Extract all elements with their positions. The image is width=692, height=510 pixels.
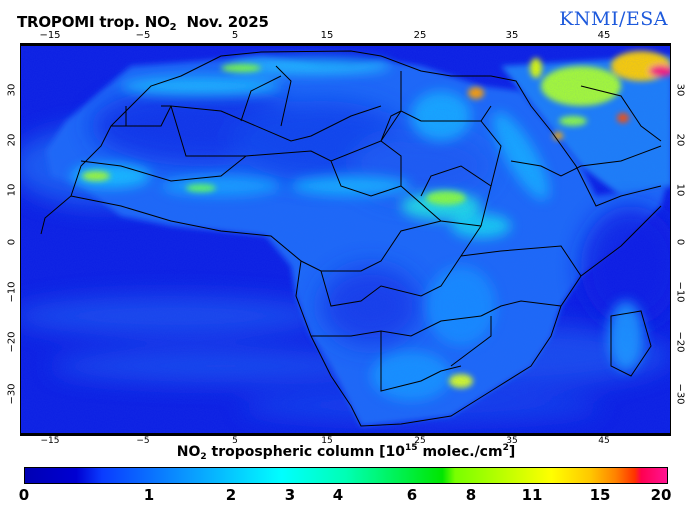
lat-tick-label: 20: [6, 133, 18, 147]
lon-tick-label: 5: [231, 30, 239, 41]
lat-tick-label: 30: [674, 83, 686, 97]
cb-label-sup: 2: [502, 443, 509, 453]
cb-label-part: ]: [508, 444, 516, 460]
colorbar-tick-label: 20: [650, 486, 672, 504]
title-text: TROPOMI trop. NO: [17, 13, 170, 31]
lat-tick-label: 0: [6, 238, 18, 246]
lon-tick-label: −15: [39, 30, 61, 41]
lon-tick-label: −5: [136, 436, 150, 446]
lon-tick-label: 25: [413, 30, 427, 41]
colorbar-tick-label: 11: [521, 486, 543, 504]
colorbar-tick-label: 6: [406, 486, 418, 504]
lat-tick-label: 30: [6, 83, 18, 97]
lon-tick-label: 45: [598, 436, 610, 446]
frame-top-tickbar: [20, 43, 671, 45]
colorbar-tick-label: 2: [225, 486, 237, 504]
title-subscript: 2: [169, 22, 177, 33]
lat-tick-label: −10: [674, 281, 686, 303]
frame-bottom-tickbar: [20, 434, 671, 436]
lat-tick-label: −20: [674, 331, 686, 353]
colorbar-tick-label: 0: [18, 486, 30, 504]
lon-tick-label: 35: [506, 436, 518, 446]
colorbar-label: NO2 tropospheric column [1015 molec./cm2…: [0, 443, 692, 462]
lat-tick-label: 20: [674, 133, 686, 147]
cb-label-part: NO: [176, 444, 201, 460]
chart-title: TROPOMI trop. NO2 Nov. 2025: [17, 13, 269, 33]
lon-tick-label: 35: [505, 30, 519, 41]
lat-tick-label: −30: [6, 383, 18, 405]
lon-tick-label: 15: [321, 436, 333, 446]
no2-map: [20, 45, 671, 434]
lat-tick-label: 10: [6, 183, 18, 197]
lat-tick-label: −20: [6, 331, 18, 353]
cb-label-part: tropospheric column [10: [206, 444, 406, 460]
lon-tick-label: 45: [597, 30, 611, 41]
lat-tick-label: 0: [674, 238, 686, 246]
colorbar-tick-label: 8: [465, 486, 477, 504]
colorbar-tick-label: 15: [589, 486, 611, 504]
colorbar: [24, 467, 668, 484]
lon-tick-label: −5: [135, 30, 151, 41]
lat-tick-label: −30: [674, 383, 686, 405]
colorbar-tick-label: 3: [284, 486, 296, 504]
lon-tick-label: 5: [232, 436, 238, 446]
lat-tick-label: −10: [6, 281, 18, 303]
lat-tick-label: 10: [674, 183, 686, 197]
colorbar-tick-label: 1: [143, 486, 155, 504]
title-date: Nov. 2025: [176, 13, 269, 31]
colorbar-tick-label: 4: [332, 486, 344, 504]
cb-label-part: molec./cm: [417, 444, 503, 460]
lon-tick-label: 25: [414, 436, 426, 446]
lon-tick-label: −15: [40, 436, 60, 446]
credit-label: KNMI/ESA: [559, 8, 668, 30]
africa-no2-heatmap: [21, 46, 670, 433]
cb-label-sub: 2: [200, 452, 207, 462]
cb-label-sup: 15: [405, 443, 418, 453]
lon-tick-label: 15: [320, 30, 334, 41]
